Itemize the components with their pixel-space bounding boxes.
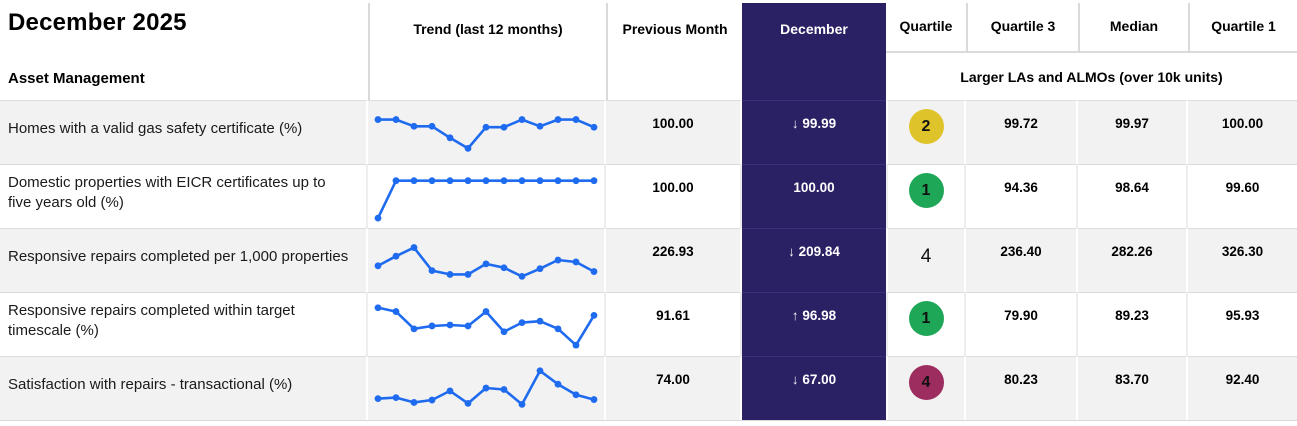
quartile-cell: 4 — [886, 228, 966, 292]
december-value: ↑ 96.98 — [742, 292, 886, 356]
trend-sparkline-cell — [368, 228, 606, 292]
benchmark-group-label: Larger LAs and ALMOs (over 10k units) — [960, 68, 1223, 85]
quartile-badge: 2 — [908, 109, 944, 144]
table-row: Satisfaction with repairs - transactiona… — [0, 356, 1297, 420]
trend-sparkline-cell — [368, 100, 606, 164]
benchmark-header-group: Quartile Quartile 3 Median Quartile 1 La… — [886, 3, 1297, 100]
median-value: 99.97 — [1078, 100, 1188, 164]
quartile3-value: 236.40 — [966, 228, 1078, 292]
quartile1-value: 99.60 — [1188, 164, 1297, 228]
december-value: 100.00 — [742, 164, 886, 228]
quartile-badge: 4 — [908, 365, 944, 400]
quartile1-value: 100.00 — [1188, 100, 1297, 164]
column-header-trend: Trend (last 12 months) — [368, 3, 606, 100]
previous-month-value: 226.93 — [606, 228, 742, 292]
previous-month-value: 100.00 — [606, 100, 742, 164]
median-value: 282.26 — [1078, 228, 1188, 292]
metric-label: Domestic properties with EICR certificat… — [0, 164, 368, 228]
quartile3-value: 99.72 — [966, 100, 1078, 164]
trend-sparkline-cell — [368, 164, 606, 228]
median-value: 98.64 — [1078, 164, 1188, 228]
table-row: Responsive repairs completed per 1,000 p… — [0, 228, 1297, 292]
column-header-quartile1: Quartile 1 — [1188, 3, 1297, 51]
quartile3-value: 80.23 — [966, 356, 1078, 420]
december-value: ↓ 209.84 — [742, 228, 886, 292]
metric-label: Responsive repairs completed per 1,000 p… — [0, 228, 368, 292]
median-value: 89.23 — [1078, 292, 1188, 356]
quartile-cell: 4 — [886, 356, 966, 420]
quartile-badge: 4 — [920, 245, 932, 267]
metric-label: Responsive repairs completed within targ… — [0, 292, 368, 356]
quartile-cell: 2 — [886, 100, 966, 164]
quartile-badge: 1 — [908, 301, 944, 336]
table-row: Responsive repairs completed within targ… — [0, 292, 1297, 356]
previous-month-value: 74.00 — [606, 356, 742, 420]
quartile1-value: 95.93 — [1188, 292, 1297, 356]
table-header: December 2025 Asset Management Trend (la… — [0, 3, 1297, 100]
metric-label: Satisfaction with repairs - transactiona… — [0, 356, 368, 420]
previous-month-value: 91.61 — [606, 292, 742, 356]
section-title: Asset Management — [8, 70, 145, 87]
header-title-block: December 2025 Asset Management — [0, 3, 368, 100]
sparkline-chart — [374, 115, 598, 152]
column-header-previous-month: Previous Month — [606, 3, 742, 100]
quartile-cell: 1 — [886, 292, 966, 356]
trend-sparkline-cell — [368, 292, 606, 356]
december-value: ↓ 99.99 — [742, 100, 886, 164]
previous-month-value: 100.00 — [606, 164, 742, 228]
table-row: Domestic properties with EICR certificat… — [0, 164, 1297, 228]
quartile-cell: 1 — [886, 164, 966, 228]
sparkline-chart — [374, 303, 598, 349]
median-value: 83.70 — [1078, 356, 1188, 420]
column-header-quartile3: Quartile 3 — [966, 3, 1078, 51]
benchmark-column-headers: Quartile Quartile 3 Median Quartile 1 — [886, 3, 1297, 53]
sparkline-chart — [374, 366, 598, 408]
quartile-badge: 1 — [908, 173, 944, 208]
quartile3-value: 94.36 — [966, 164, 1078, 228]
metric-label: Homes with a valid gas safety certificat… — [0, 100, 368, 164]
quartile1-value: 92.40 — [1188, 356, 1297, 420]
page-title: December 2025 — [8, 9, 187, 36]
quartile3-value: 79.90 — [966, 292, 1078, 356]
sparkline-chart — [374, 243, 598, 280]
quartile1-value: 326.30 — [1188, 228, 1297, 292]
column-header-december: December — [742, 3, 886, 100]
column-header-median: Median — [1078, 3, 1188, 51]
sparkline-chart — [374, 176, 598, 222]
table-row: Homes with a valid gas safety certificat… — [0, 100, 1297, 164]
december-value: ↓ 67.00 — [742, 356, 886, 420]
column-header-quartile: Quartile — [899, 18, 953, 34]
trend-sparkline-cell — [368, 356, 606, 420]
